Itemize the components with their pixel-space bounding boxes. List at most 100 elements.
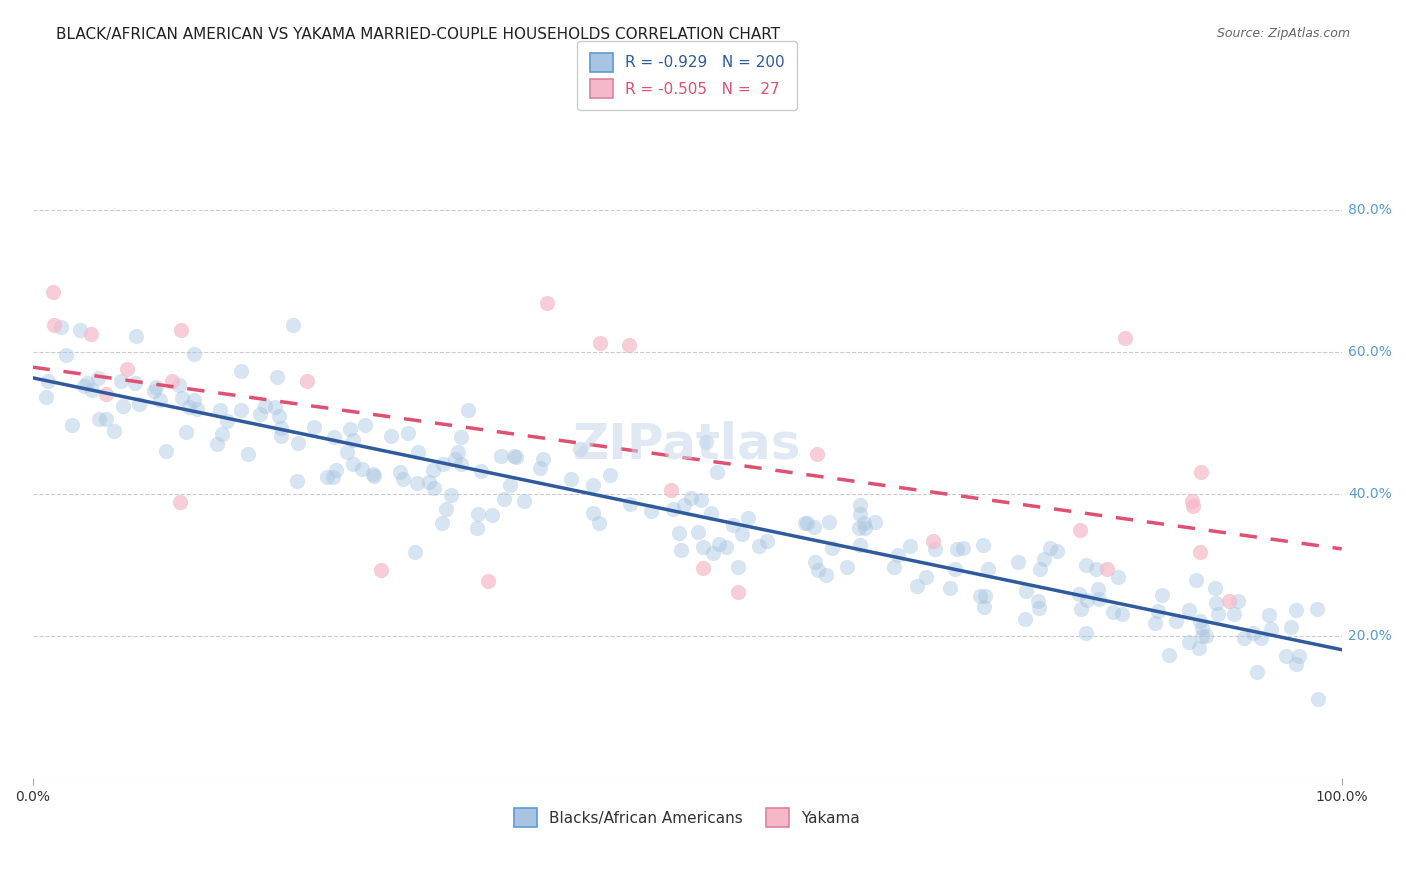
Point <box>806 447 828 461</box>
Point <box>692 541 714 555</box>
Point <box>363 467 385 482</box>
Point <box>952 541 974 555</box>
Point <box>727 585 749 599</box>
Point <box>80 384 103 398</box>
Point <box>354 418 377 433</box>
Point <box>560 472 582 486</box>
Point <box>821 541 844 555</box>
Point <box>430 516 453 530</box>
Point <box>619 497 641 511</box>
Point <box>270 428 292 442</box>
Point <box>72 379 94 393</box>
Point <box>336 444 359 458</box>
Point <box>849 498 872 512</box>
Point <box>1178 603 1201 617</box>
Point <box>1015 584 1038 599</box>
Point <box>849 507 872 521</box>
Point <box>1204 582 1226 596</box>
Point <box>179 400 201 414</box>
Point <box>432 457 454 471</box>
Point <box>582 477 605 491</box>
Point <box>972 538 994 552</box>
Point <box>702 546 724 560</box>
Point <box>69 323 91 337</box>
Point <box>491 449 513 463</box>
Point <box>1305 602 1327 616</box>
Point <box>499 478 522 492</box>
Point <box>793 516 815 530</box>
Point <box>898 539 921 553</box>
Point <box>1029 562 1052 576</box>
Point <box>322 470 344 484</box>
Point <box>1111 607 1133 621</box>
Point <box>1275 648 1298 663</box>
Point <box>1046 543 1069 558</box>
Point <box>1150 588 1173 602</box>
Point <box>1076 593 1098 607</box>
Point <box>1039 541 1062 556</box>
Point <box>807 563 830 577</box>
Point <box>1157 648 1180 663</box>
Point <box>1195 629 1218 643</box>
Point <box>700 506 723 520</box>
Point <box>342 457 364 471</box>
Point <box>443 451 465 466</box>
Point <box>662 502 685 516</box>
Point <box>423 481 446 495</box>
Point <box>295 374 318 388</box>
Point <box>422 463 444 477</box>
Point <box>392 472 415 486</box>
Text: 20.0%: 20.0% <box>1348 629 1392 643</box>
Point <box>1069 523 1091 537</box>
Point <box>37 374 59 388</box>
Point <box>169 495 191 509</box>
Point <box>796 516 818 530</box>
Point <box>1189 465 1212 479</box>
Point <box>1226 594 1249 608</box>
Point <box>76 376 98 391</box>
Point <box>49 320 72 334</box>
Point <box>1178 634 1201 648</box>
Point <box>679 491 702 506</box>
Point <box>440 488 463 502</box>
Point <box>1189 545 1212 559</box>
Point <box>231 403 253 417</box>
Point <box>447 444 470 458</box>
Point <box>723 517 745 532</box>
Point <box>853 521 876 535</box>
Point <box>112 399 135 413</box>
Point <box>1028 601 1050 615</box>
Point <box>529 460 551 475</box>
Point <box>848 521 870 535</box>
Point <box>1076 626 1098 640</box>
Point <box>943 562 966 576</box>
Point <box>89 412 111 426</box>
Point <box>1205 596 1227 610</box>
Point <box>1257 608 1279 623</box>
Point <box>905 579 928 593</box>
Point <box>323 430 346 444</box>
Point <box>316 469 339 483</box>
Point <box>835 560 858 574</box>
Point <box>470 464 492 478</box>
Point <box>640 504 662 518</box>
Point <box>389 466 412 480</box>
Point <box>731 526 754 541</box>
Point <box>1288 648 1310 663</box>
Point <box>342 433 364 447</box>
Point <box>145 380 167 394</box>
Point <box>231 364 253 378</box>
Point <box>1191 629 1213 643</box>
Point <box>599 468 621 483</box>
Point <box>270 421 292 435</box>
Point <box>266 370 288 384</box>
Point <box>254 399 277 413</box>
Point <box>1279 619 1302 633</box>
Point <box>86 371 108 385</box>
Point <box>208 402 231 417</box>
Point <box>727 560 749 574</box>
Point <box>709 536 731 550</box>
Point <box>1181 499 1204 513</box>
Point <box>1246 665 1268 679</box>
Point <box>690 492 713 507</box>
